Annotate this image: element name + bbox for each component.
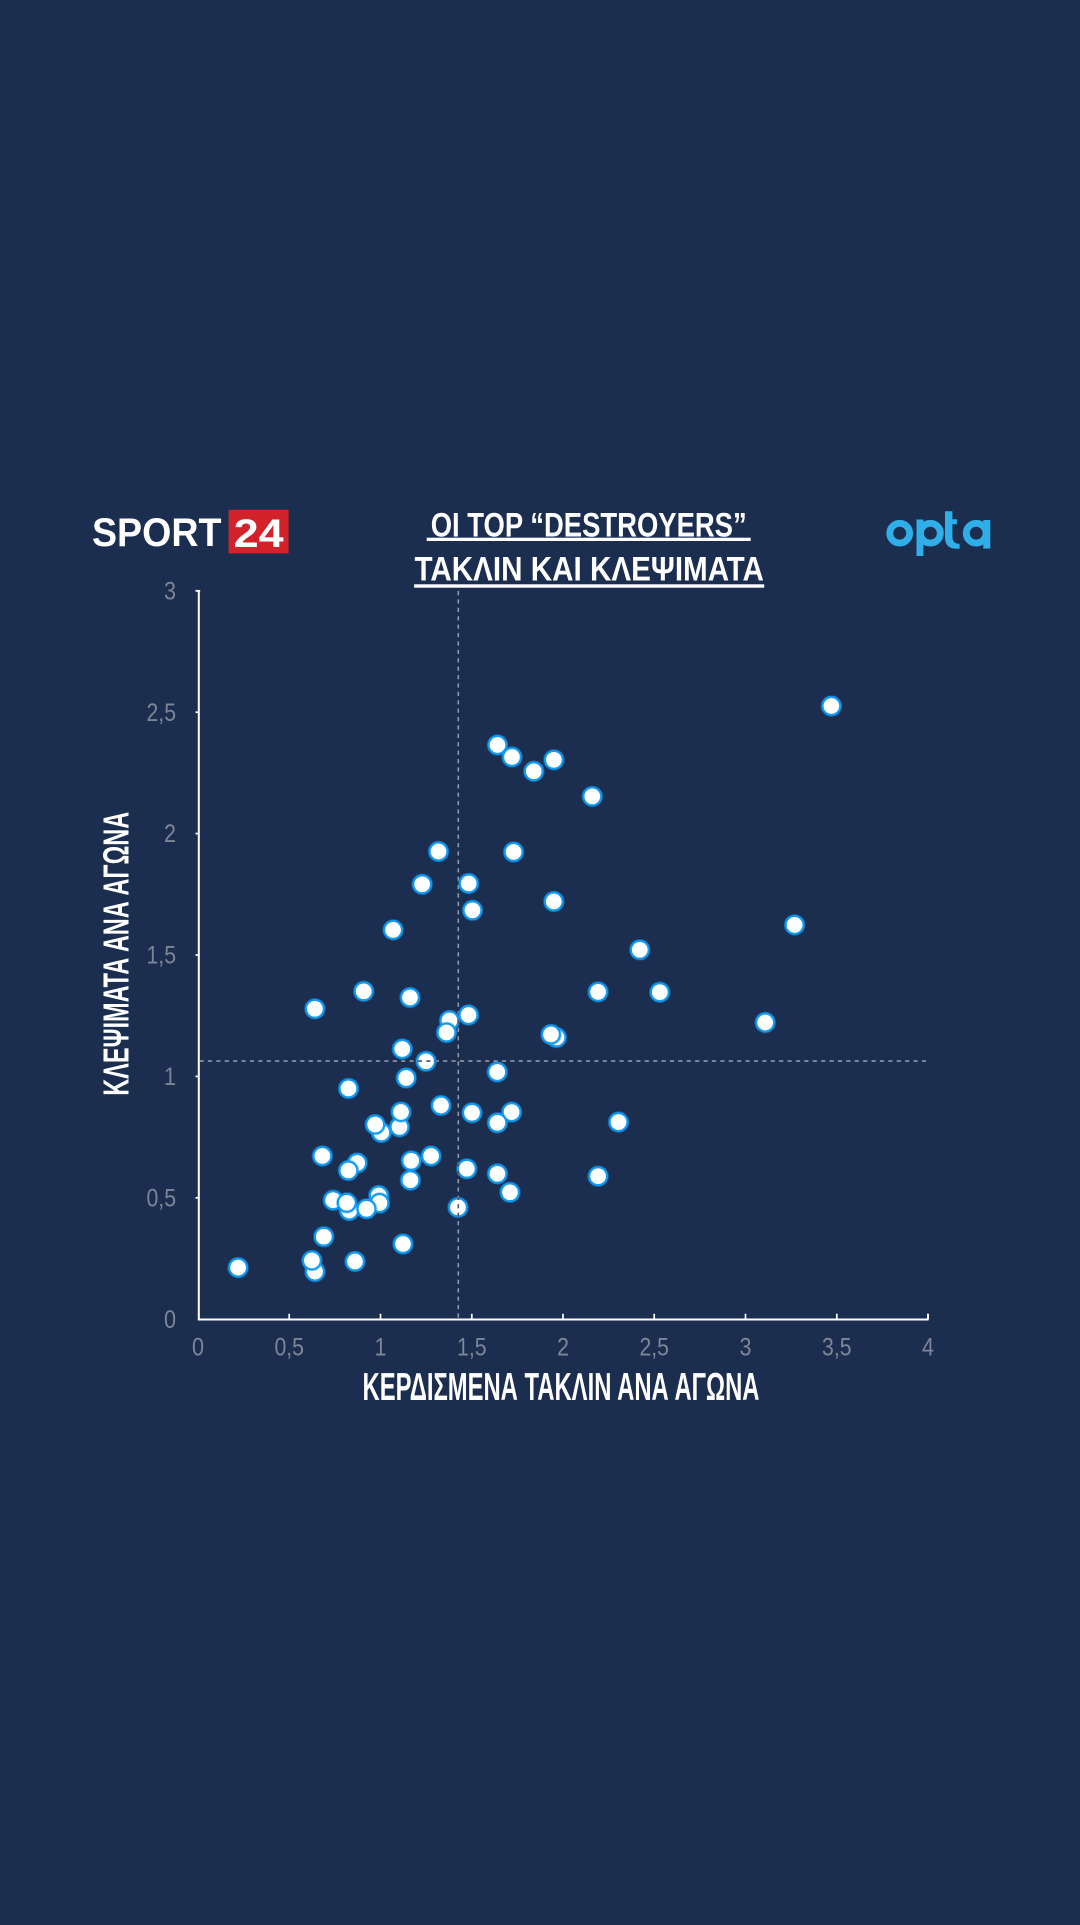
svg-text:0: 0 bbox=[164, 1306, 176, 1334]
svg-text:1: 1 bbox=[164, 1063, 176, 1091]
svg-text:3,5: 3,5 bbox=[822, 1334, 852, 1362]
svg-text:1,5: 1,5 bbox=[147, 942, 177, 970]
svg-text:SPORT: SPORT bbox=[92, 511, 221, 555]
svg-text:2,5: 2,5 bbox=[639, 1334, 669, 1362]
svg-text:0,5: 0,5 bbox=[274, 1334, 304, 1362]
svg-text:ΚΛΕΨΙΜΑΤΑ ΑΝΑ ΑΓΩΝΑ: ΚΛΕΨΙΜΑΤΑ ΑΝΑ ΑΓΩΝΑ bbox=[95, 812, 136, 1096]
svg-text:3: 3 bbox=[164, 577, 176, 605]
svg-text:ΚΕΡΔΙΣΜΕΝΑ ΤΑΚΛΙΝ ΑΝΑ ΑΓΩΝΑ: ΚΕΡΔΙΣΜΕΝΑ ΤΑΚΛΙΝ ΑΝΑ ΑΓΩΝΑ bbox=[363, 1366, 760, 1409]
svg-text:1,5: 1,5 bbox=[457, 1334, 487, 1362]
svg-text:3: 3 bbox=[740, 1334, 752, 1362]
svg-text:1: 1 bbox=[375, 1334, 387, 1362]
svg-text:24: 24 bbox=[234, 512, 285, 556]
svg-text:4: 4 bbox=[922, 1334, 934, 1362]
svg-text:2: 2 bbox=[164, 820, 176, 848]
svg-text:2,5: 2,5 bbox=[147, 699, 177, 727]
svg-text:0: 0 bbox=[192, 1334, 204, 1362]
svg-text:2: 2 bbox=[557, 1334, 569, 1362]
svg-text:ΤΑΚΛΙΝ ΚΑΙ ΚΛΕΨΙΜΑΤΑ: ΤΑΚΛΙΝ ΚΑΙ ΚΛΕΨΙΜΑΤΑ bbox=[414, 551, 764, 589]
svg-text:0,5: 0,5 bbox=[147, 1184, 177, 1212]
